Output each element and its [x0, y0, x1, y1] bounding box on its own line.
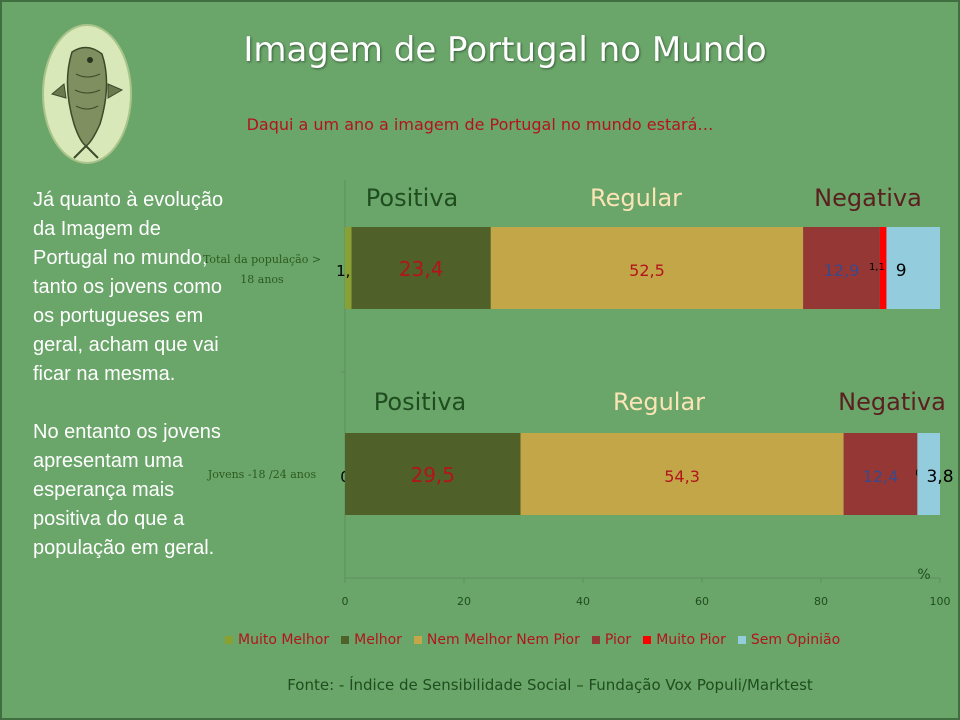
legend-item: Nem Melhor Nem Pior [413, 632, 580, 648]
group-label-regular: Regular [613, 388, 705, 416]
legend-label: Sem Opinião [750, 632, 841, 648]
category-label: 18 anos [240, 273, 284, 286]
bar-segment-melhor [351, 227, 491, 309]
group-label-regular: Regular [590, 184, 682, 212]
group-label-positiva: Positiva [374, 388, 466, 416]
bar-segment-muito-melhor [345, 227, 352, 309]
commentary-paragraph-2: No entanto os jovens apresentam uma espe… [33, 421, 221, 559]
data-label: 3,8 [926, 467, 953, 487]
x-tick-label: 100 [930, 595, 951, 608]
category-label: Jovens -18 /24 anos [207, 468, 317, 481]
bar-segment-muito-pior [879, 227, 887, 309]
group-label-negativa: Negativa [838, 388, 946, 416]
legend-item: Muito Melhor [225, 632, 329, 648]
data-label: 52,5 [629, 261, 665, 280]
category-label: Total da população > [203, 253, 321, 266]
legend-label: Nem Melhor Nem Pior [426, 632, 580, 648]
data-label: 29,5 [410, 463, 455, 487]
commentary-paragraph-1: Já quanto à evolução da Imagem de Portug… [33, 189, 224, 385]
fish-logo-icon [42, 24, 132, 164]
data-label: 12,4 [863, 467, 899, 486]
source-note: Fonte: - Índice de Sensibilidade Social … [287, 676, 813, 694]
bar-segment-pior [803, 227, 880, 309]
legend-swatch [341, 636, 350, 644]
bar-segment-pior [843, 433, 918, 515]
bar-segment-sem-opinião [917, 433, 940, 515]
x-tick-label: 80 [814, 595, 828, 608]
data-label: 23,4 [399, 257, 444, 281]
data-label: 54,3 [664, 467, 700, 486]
legend-label: Melhor [354, 632, 402, 648]
x-axis-unit-label: % [917, 567, 930, 583]
bar-segment-nem-melhor-nem-pior [520, 433, 844, 515]
legend-swatch [737, 636, 746, 644]
legend-swatch [591, 636, 600, 644]
chart-legend: Muito Melhor Melhor Nem Melhor Nem Pior Pio… [225, 632, 852, 648]
group-label-negativa: Negativa [814, 184, 922, 212]
slide-title: Imagem de Portugal no Mundo [243, 30, 767, 70]
x-tick-label: 60 [695, 595, 709, 608]
chart-subtitle: Daqui a um ano a imagem de Portugal no m… [246, 115, 714, 134]
bar-segment-melhor [345, 433, 521, 515]
legend-item: Pior [591, 632, 632, 648]
legend-item: Muito Pior [643, 632, 726, 648]
legend-swatch [413, 636, 422, 644]
commentary-text: Já quanto à evolução da Imagem de Portug… [33, 186, 228, 592]
data-label: 12,9 [824, 261, 860, 280]
legend-label: Muito Pior [656, 632, 726, 648]
x-tick-label: 40 [576, 595, 590, 608]
x-tick-label: 0 [342, 595, 349, 608]
legend-label: Pior [604, 632, 632, 648]
legend-item: Melhor [341, 632, 402, 648]
legend-swatch [643, 636, 652, 644]
group-label-positiva: Positiva [366, 184, 458, 212]
bar-segment-nem-melhor-nem-pior [490, 227, 804, 309]
x-tick-label: 20 [457, 595, 471, 608]
legend-swatch [225, 636, 233, 644]
bar-segment-sem-opinião [886, 227, 940, 309]
data-label: 1,1 [869, 262, 885, 273]
legend-item: Sem Opinião [737, 632, 841, 648]
legend-label: Muito Melhor [238, 632, 330, 648]
data-label: 9 [896, 261, 907, 281]
